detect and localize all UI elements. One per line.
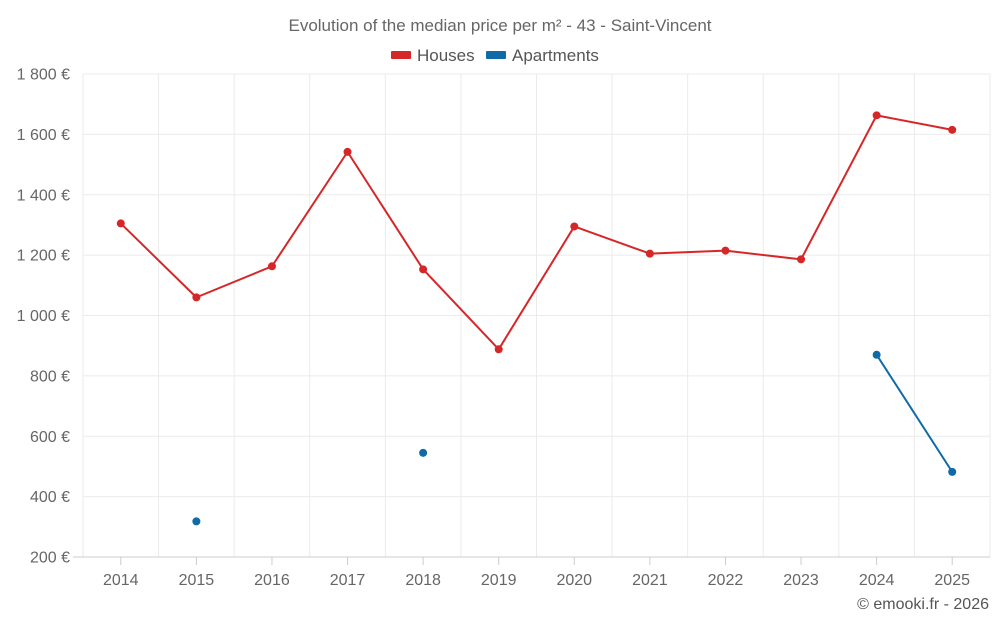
copyright-credit: © emooki.fr - 2026 bbox=[857, 596, 989, 613]
legend-label-houses: Houses bbox=[417, 46, 475, 65]
x-tick-label: 2018 bbox=[405, 572, 441, 589]
data-point-houses-2017[interactable] bbox=[343, 147, 352, 156]
y-tick-label: 1 400 € bbox=[17, 187, 70, 204]
data-point-houses-2020[interactable] bbox=[570, 222, 579, 231]
data-point-apartments-2024[interactable] bbox=[872, 350, 881, 359]
data-point-houses-2018[interactable] bbox=[419, 265, 428, 274]
legend-swatch-houses bbox=[391, 51, 411, 59]
data-point-houses-2023[interactable] bbox=[797, 255, 806, 264]
x-tick-label: 2021 bbox=[632, 572, 668, 589]
legend-item-houses[interactable]: Houses bbox=[391, 46, 475, 65]
x-tick-label: 2025 bbox=[934, 572, 970, 589]
y-tick-label: 1 200 € bbox=[17, 248, 70, 265]
x-tick-label: 2019 bbox=[481, 572, 517, 589]
legend-item-apartments[interactable]: Apartments bbox=[486, 46, 599, 65]
x-tick-label: 2015 bbox=[179, 572, 215, 589]
y-tick-label: 1 600 € bbox=[17, 127, 70, 144]
x-tick-label: 2020 bbox=[556, 572, 592, 589]
legend: Houses Apartments bbox=[391, 46, 599, 65]
data-point-houses-2019[interactable] bbox=[494, 345, 503, 354]
legend-label-apartments: Apartments bbox=[512, 46, 599, 65]
series bbox=[116, 111, 957, 526]
x-tick-label: 2024 bbox=[859, 572, 895, 589]
y-tick-label: 800 € bbox=[30, 368, 70, 385]
data-point-houses-2025[interactable] bbox=[948, 125, 957, 134]
y-tick-label: 200 € bbox=[30, 550, 70, 567]
data-point-apartments-2018[interactable] bbox=[419, 448, 428, 457]
legend-swatch-apartments bbox=[486, 51, 506, 59]
x-tick-label: 2014 bbox=[103, 572, 139, 589]
data-point-houses-2014[interactable] bbox=[116, 219, 125, 228]
data-point-houses-2021[interactable] bbox=[645, 249, 654, 258]
x-tick-label: 2017 bbox=[330, 572, 366, 589]
grid bbox=[82, 73, 991, 557]
data-point-houses-2022[interactable] bbox=[721, 246, 730, 255]
y-tick-label: 600 € bbox=[30, 429, 70, 446]
series-apartments bbox=[192, 350, 957, 526]
y-tick-label: 1 000 € bbox=[17, 308, 70, 325]
data-point-houses-2016[interactable] bbox=[267, 262, 276, 271]
series-line-houses bbox=[119, 114, 954, 351]
series-houses bbox=[116, 111, 957, 354]
y-tick-label: 1 800 € bbox=[17, 67, 70, 84]
data-point-houses-2024[interactable] bbox=[872, 111, 881, 120]
series-line-apartments bbox=[875, 353, 954, 473]
data-point-apartments-2015[interactable] bbox=[192, 517, 201, 526]
axes: 200 € 400 € 600 € 800 € 1 000 € 1 200 € 1 400 … bbox=[17, 67, 990, 589]
x-tick-label: 2022 bbox=[708, 572, 744, 589]
x-tick-label: 2023 bbox=[783, 572, 819, 589]
chart-title: Evolution of the median price per m² - 4… bbox=[288, 16, 711, 35]
data-point-apartments-2025[interactable] bbox=[948, 467, 957, 476]
data-point-houses-2015[interactable] bbox=[192, 293, 201, 302]
y-tick-label: 400 € bbox=[30, 489, 70, 506]
x-tick-label: 2016 bbox=[254, 572, 290, 589]
